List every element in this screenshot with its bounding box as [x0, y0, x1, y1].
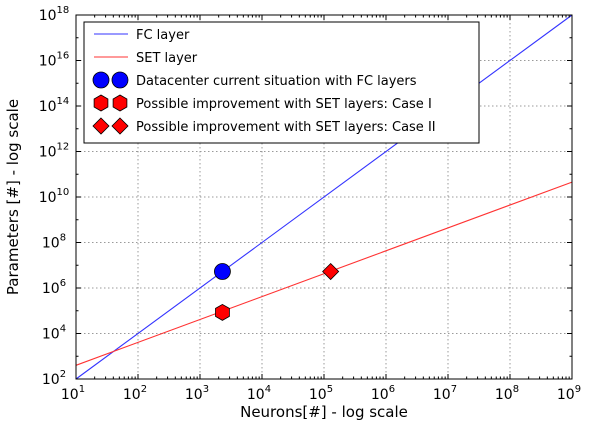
x-tick-label: 108	[495, 384, 519, 403]
legend-marker-swatch	[92, 117, 110, 135]
legend-entry: Possible improvement with SET layers: Ca…	[93, 94, 432, 112]
x-tick-label: 107	[433, 384, 457, 403]
y-axis-label: Parameters [#] - log scale	[4, 99, 22, 295]
legend-marker-swatch	[112, 94, 128, 112]
legend-entry: Datacenter current situation with FC lay…	[92, 71, 417, 89]
y-tick-label: 106	[42, 278, 66, 297]
series-layer	[75, 14, 573, 380]
legend-label: Datacenter current situation with FC lay…	[136, 74, 417, 89]
ticks: 101 102 103 104 105 106 107 108 1091021041061081…	[39, 5, 581, 403]
x-tick-label: 102	[123, 384, 147, 403]
x-tick-label: 101	[61, 384, 85, 403]
legend-label: SET layer	[136, 51, 198, 66]
data-point-circle	[214, 263, 231, 280]
y-tick-label: 104	[42, 324, 66, 343]
legend-marker-swatch	[111, 117, 129, 135]
y-tick-label: 1014	[39, 96, 70, 115]
legend-label: Possible improvement with SET layers: Ca…	[136, 97, 432, 112]
legend-label: FC layer	[136, 28, 190, 43]
y-tick-label: 1012	[39, 142, 70, 161]
legend-marker-swatch	[111, 71, 129, 89]
legend-marker-swatch	[92, 71, 110, 89]
x-tick-label: 106	[371, 384, 395, 403]
data-point-hexagon	[215, 303, 230, 321]
legend-entry: Possible improvement with SET layers: Ca…	[92, 117, 436, 135]
x-tick-label: 105	[309, 384, 333, 403]
x-tick-label: 104	[247, 384, 271, 403]
y-tick-label: 108	[42, 233, 66, 252]
x-axis-label: Neurons[#] - log scale	[240, 403, 408, 421]
x-tick-label: 103	[185, 384, 209, 403]
legend-entry: SET layer	[94, 51, 198, 66]
y-tick-label: 1018	[39, 5, 70, 24]
legend-marker-swatch	[93, 94, 109, 112]
y-tick-label: 1010	[39, 187, 70, 206]
y-tick-label: 102	[42, 369, 66, 388]
series-line-1	[75, 181, 573, 366]
x-tick-label: 109	[557, 384, 581, 403]
legend-entry: FC layer	[94, 28, 190, 43]
legend-label: Possible improvement with SET layers: Ca…	[136, 120, 436, 135]
data-point-diamond	[322, 262, 340, 281]
marker-layer	[214, 262, 340, 321]
legend-box	[83, 21, 480, 144]
legend: FC layer SET layer Datacenter current situ…	[83, 21, 480, 144]
series-line-0	[75, 14, 573, 380]
y-tick-label: 1016	[39, 51, 70, 70]
